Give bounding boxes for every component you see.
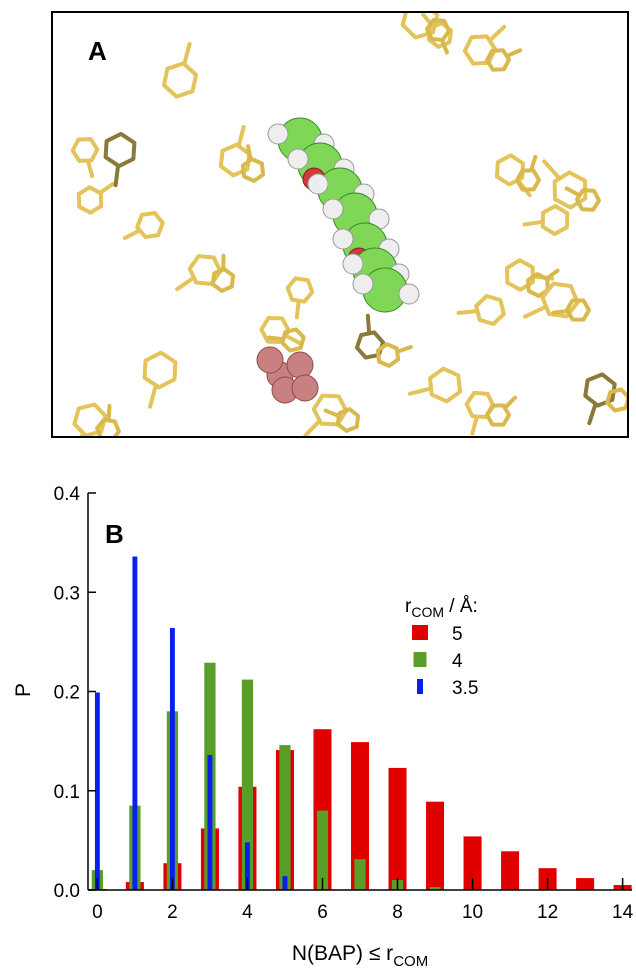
bond <box>554 311 567 312</box>
bond <box>525 222 542 224</box>
legend-label: 5 <box>452 624 463 645</box>
legend-swatch <box>414 652 427 667</box>
bond <box>287 336 301 344</box>
x-axis-label: N(BAP) ≤ rCOM <box>292 942 428 970</box>
legend-label: 3.5 <box>452 678 478 699</box>
bar <box>354 859 365 890</box>
x-tick-label: 6 <box>317 902 328 923</box>
atom <box>268 124 288 144</box>
atom <box>288 149 308 169</box>
ring <box>288 278 313 301</box>
x-tick-label: 4 <box>242 902 253 923</box>
legend-swatch <box>417 679 423 694</box>
bond <box>150 387 155 407</box>
panel-label: B <box>105 519 124 549</box>
legend-swatch <box>412 625 428 640</box>
bond <box>506 398 515 407</box>
atom <box>292 375 318 401</box>
bond <box>88 162 92 176</box>
atom <box>257 347 283 373</box>
y-tick-label: 0.0 <box>54 881 80 902</box>
y-tick-label: 0.2 <box>54 683 80 704</box>
atom <box>343 254 363 274</box>
bond <box>184 44 189 64</box>
bond <box>368 316 369 332</box>
legend-title-tail: / Å: <box>444 596 478 617</box>
ring <box>106 134 135 166</box>
x-axis-label-main: N(BAP) ≤ r <box>292 942 393 965</box>
bond <box>100 184 113 193</box>
x-tick-label: 0 <box>92 902 103 923</box>
bar <box>207 755 212 890</box>
bar <box>426 802 444 890</box>
bond <box>116 166 118 185</box>
atom <box>353 274 373 294</box>
ring <box>476 296 504 324</box>
bond <box>567 188 579 194</box>
atom <box>287 352 313 378</box>
ring <box>190 256 221 284</box>
ring <box>137 213 163 237</box>
bond <box>472 418 476 434</box>
bond <box>269 338 282 339</box>
x-tick-label: 14 <box>612 902 634 923</box>
y-tick-label: 0.1 <box>54 782 80 803</box>
atom <box>333 229 353 249</box>
bar <box>389 768 407 890</box>
atom <box>323 199 343 219</box>
bond <box>508 50 520 55</box>
x-tick-label: 8 <box>392 902 403 923</box>
bond <box>326 411 338 416</box>
bond <box>459 311 476 313</box>
x-tick-label: 10 <box>462 902 483 923</box>
ring <box>378 344 398 366</box>
figure: A B P N(BAP) ≤ rCOM rCOM / Å: 0.00.10.20… <box>0 0 636 972</box>
bar <box>501 851 519 890</box>
legend-label: 4 <box>452 651 463 672</box>
bar <box>170 628 175 890</box>
bond <box>125 231 139 238</box>
atom <box>399 284 419 304</box>
bond <box>431 0 444 6</box>
ring <box>73 139 98 161</box>
bond <box>544 161 558 177</box>
legend-title: rCOM / Å: <box>405 596 478 620</box>
y-axis-label: P <box>12 683 35 697</box>
bond <box>297 302 299 317</box>
bar <box>283 876 288 890</box>
bond <box>248 146 251 159</box>
ring <box>164 63 196 96</box>
panel-label: A <box>88 36 107 66</box>
bond <box>398 347 410 351</box>
legend-title-sub: COM <box>411 604 444 620</box>
bond <box>525 308 544 317</box>
atom <box>308 174 328 194</box>
ring <box>430 369 460 402</box>
molecular-scene <box>73 0 636 451</box>
bond <box>531 157 535 170</box>
y-tick-label: 0.3 <box>54 583 80 604</box>
bond <box>491 27 504 40</box>
bar <box>132 557 137 890</box>
bond <box>109 406 110 419</box>
bar <box>576 878 594 890</box>
ring <box>79 187 101 212</box>
bond <box>589 405 595 423</box>
x-axis-label-sub: COM <box>393 953 428 970</box>
bond <box>239 127 244 145</box>
bond <box>305 422 319 436</box>
bond <box>177 279 192 289</box>
ring <box>145 353 176 388</box>
bar <box>279 745 290 890</box>
ring <box>543 206 568 234</box>
x-tick-label: 2 <box>167 902 178 923</box>
x-tick-label: 12 <box>537 902 558 923</box>
ring <box>74 405 105 436</box>
y-tick-label: 0.4 <box>54 484 81 505</box>
bond <box>410 389 429 394</box>
